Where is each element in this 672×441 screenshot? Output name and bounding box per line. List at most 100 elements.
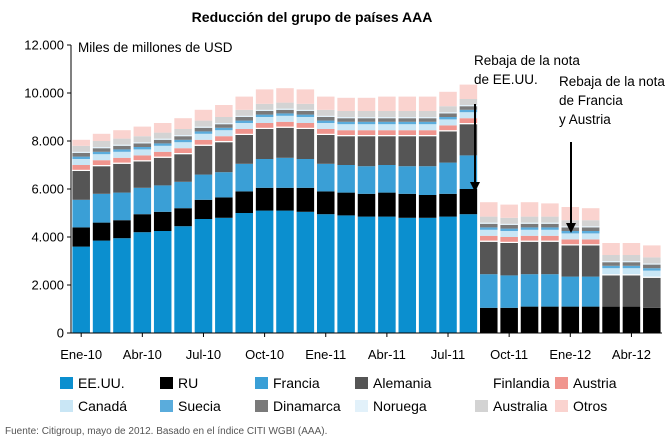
bar-segment-austria-6 bbox=[194, 139, 213, 145]
bar-segment-alemania-20 bbox=[480, 241, 498, 275]
bar-segment-ru-1 bbox=[92, 222, 111, 241]
bar-segment-finlandia-18 bbox=[439, 130, 457, 132]
bar-segment-alemania-23 bbox=[541, 241, 559, 275]
bar-segment-noruega-27 bbox=[622, 261, 641, 263]
bar-segment-suecia-19 bbox=[459, 109, 478, 113]
bar-segment-dinamarca-22 bbox=[520, 223, 539, 228]
bar-segment-austria-20 bbox=[480, 235, 498, 241]
bar-segment-alemania-16 bbox=[398, 136, 417, 167]
bar-segment-finlandia-28 bbox=[643, 276, 661, 278]
bar-segment-austria-9 bbox=[255, 123, 274, 128]
bar-segment-suecia-2 bbox=[113, 149, 131, 152]
legend-swatch-dinamarca bbox=[255, 400, 268, 412]
bar-segment-alemania-24 bbox=[561, 245, 580, 277]
bar-segment-suecia-6 bbox=[194, 131, 213, 134]
bar-segment-australia-13 bbox=[337, 111, 355, 117]
bar-segment-suecia-1 bbox=[92, 151, 111, 155]
bar-segment-ru-9 bbox=[255, 187, 274, 211]
bar-segment-suecia-13 bbox=[337, 121, 355, 125]
bar-segment-ru-24 bbox=[561, 306, 580, 333]
bar-segment-francia-5 bbox=[174, 181, 192, 209]
bar-segment-canad--6 bbox=[194, 133, 213, 140]
bar-segment-ru-5 bbox=[174, 208, 192, 227]
source-note: Fuente: Citigroup, mayo de 2012. Basado … bbox=[5, 426, 327, 437]
bar-segment-canad--12 bbox=[316, 123, 335, 129]
bar-segment-alemania-3 bbox=[133, 161, 152, 188]
bar-segment-alemania-28 bbox=[643, 277, 661, 308]
bar-segment-ru-11 bbox=[296, 187, 315, 212]
bar-segment-austria-18 bbox=[439, 125, 457, 131]
bar-segment-francia-13 bbox=[337, 165, 355, 193]
bar-segment-dinamarca-21 bbox=[500, 225, 518, 229]
bar-segment-noruega-4 bbox=[153, 138, 172, 140]
bar-segment-otros-21 bbox=[500, 204, 518, 218]
bar-segment-australia-1 bbox=[92, 141, 111, 147]
y-tick-label: 6.000 bbox=[31, 182, 64, 197]
bar-segment-finlandia-17 bbox=[418, 135, 437, 137]
bar-segment-noruega-13 bbox=[337, 117, 355, 119]
legend-label-austria: Austria bbox=[573, 375, 617, 391]
bar-segment-ru-14 bbox=[357, 193, 376, 217]
bar-segment-ee-uu--2 bbox=[113, 238, 131, 333]
bar-segment-suecia-5 bbox=[174, 139, 192, 143]
bar-segment-austria-24 bbox=[561, 239, 580, 245]
bar-segment-suecia-24 bbox=[561, 231, 580, 234]
bar-segment-suecia-18 bbox=[439, 117, 457, 120]
bar-segment-francia-12 bbox=[316, 163, 335, 192]
bar-segment-canad--28 bbox=[643, 270, 661, 277]
bar-segment-australia-25 bbox=[581, 220, 600, 227]
bar-segment-ee-uu--7 bbox=[215, 217, 233, 333]
bar-segment-francia-16 bbox=[398, 166, 417, 194]
bar-segment-noruega-26 bbox=[602, 261, 620, 263]
bar-segment-noruega-7 bbox=[215, 123, 233, 125]
bar-segment-suecia-10 bbox=[276, 113, 294, 116]
legend-swatch-alemania bbox=[355, 377, 368, 389]
bar-segment-australia-21 bbox=[500, 217, 518, 224]
bar-segment-otros-8 bbox=[235, 96, 253, 110]
bar-segment-ru-25 bbox=[581, 306, 600, 333]
bar-segment-australia-7 bbox=[215, 117, 233, 123]
bar-segment-dinamarca-7 bbox=[215, 124, 233, 128]
bar-segment-finlandia-22 bbox=[520, 240, 539, 242]
bar-segment-otros-1 bbox=[92, 133, 111, 141]
bar-segment-suecia-26 bbox=[602, 265, 620, 269]
bar-segment-australia-23 bbox=[541, 216, 559, 223]
bar-segment-francia-20 bbox=[480, 274, 498, 308]
bar-segment-ru-15 bbox=[378, 192, 396, 217]
bar-segment-finlandia-11 bbox=[296, 127, 315, 129]
bar-segment-ru-8 bbox=[235, 191, 253, 213]
bar-segment-dinamarca-16 bbox=[398, 118, 417, 122]
x-tick-label: Abr-12 bbox=[612, 347, 651, 362]
bar-segment-alemania-18 bbox=[439, 131, 457, 163]
bar-segment-finlandia-23 bbox=[541, 240, 559, 242]
bar-segment-canad--10 bbox=[276, 115, 294, 122]
bar-segment-alemania-17 bbox=[418, 136, 437, 167]
bar-segment-austria-5 bbox=[174, 148, 192, 153]
bar-segment-canad--11 bbox=[296, 117, 315, 123]
bar-segment-francia-15 bbox=[378, 165, 396, 193]
bar-segment-suecia-3 bbox=[133, 147, 152, 150]
chart-title: Reducción del grupo de países AAA bbox=[192, 9, 433, 25]
bar-segment-ee-uu--13 bbox=[337, 215, 355, 333]
bar-segment-dinamarca-9 bbox=[255, 111, 274, 115]
bar-segment-finlandia-4 bbox=[153, 156, 172, 158]
bar-segment-dinamarca-13 bbox=[337, 118, 355, 122]
bar-segment-canad--23 bbox=[541, 229, 559, 236]
bar-segment-otros-25 bbox=[581, 208, 600, 221]
bar-segment-ru-20 bbox=[480, 307, 498, 333]
bar-segment-australia-5 bbox=[174, 129, 192, 135]
bar-segment-austria-16 bbox=[398, 130, 417, 135]
bar-segment-francia-9 bbox=[255, 159, 274, 188]
x-tick-label: Jul-10 bbox=[186, 347, 221, 362]
bar-segment-australia-3 bbox=[133, 136, 152, 143]
bar-segment-finlandia-9 bbox=[255, 127, 274, 129]
bar-segment-finlandia-7 bbox=[215, 141, 233, 143]
bar-segment-australia-4 bbox=[153, 132, 172, 139]
y-axis-label: Miles de millones de USD bbox=[78, 40, 233, 55]
bar-segment-dinamarca-12 bbox=[316, 117, 335, 121]
bar-segment-alemania-26 bbox=[602, 275, 620, 307]
bar-segment-ru-0 bbox=[72, 227, 90, 247]
annotation-text: de EE.UU. bbox=[474, 72, 538, 87]
annotation-text: Rebaja de la nota bbox=[559, 74, 665, 89]
